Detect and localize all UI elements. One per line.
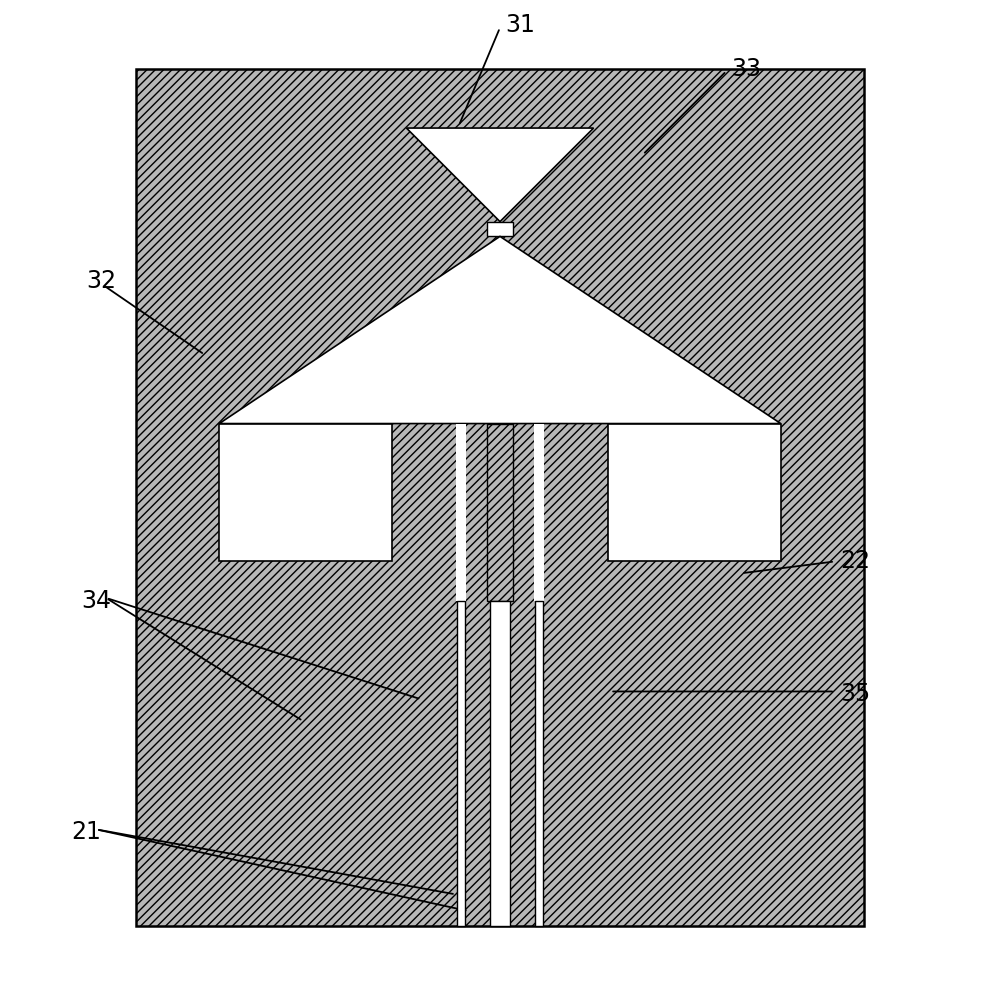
Bar [136, 69, 864, 926]
Polygon shape [406, 128, 594, 222]
Bar [487, 424, 513, 601]
Bar [457, 601, 465, 926]
Text: 34: 34 [81, 589, 111, 613]
Text: 33: 33 [731, 57, 761, 81]
Text: 31: 31 [505, 13, 535, 36]
Bar [534, 424, 544, 601]
Polygon shape [219, 236, 781, 424]
Text: 35: 35 [840, 683, 870, 706]
Text: 21: 21 [71, 821, 101, 844]
Bar [219, 424, 392, 561]
Text: 22: 22 [840, 550, 870, 573]
Bar [608, 424, 781, 561]
Bar [456, 424, 466, 601]
Bar [490, 601, 510, 926]
Bar [487, 222, 513, 236]
Bar [535, 601, 543, 926]
Text: 32: 32 [86, 269, 116, 293]
